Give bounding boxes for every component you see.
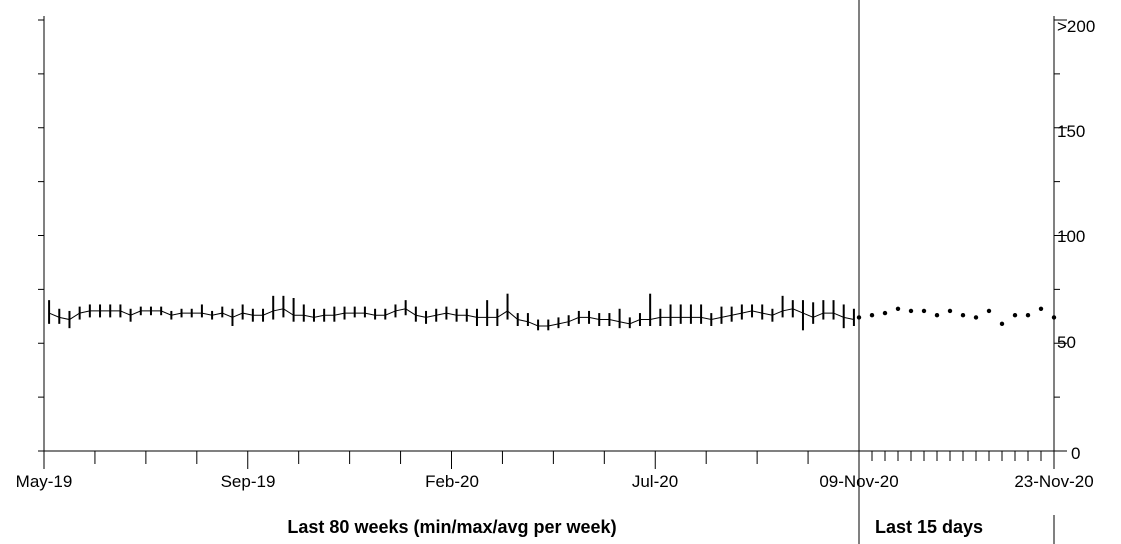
- daily-point: [1038, 306, 1044, 311]
- x-tick-label: 23-Nov-20: [1014, 472, 1093, 491]
- daily-point: [947, 308, 953, 314]
- weekly-avg-line: [48, 308, 855, 327]
- daily-point: [999, 321, 1005, 327]
- x-tick-label: 09-Nov-20: [819, 472, 898, 491]
- daily-point: [921, 308, 927, 314]
- chart-frame: [43, 0, 1055, 544]
- daily-point: [895, 306, 901, 311]
- daily-point: [869, 313, 875, 318]
- y-tick-label: 50: [1057, 333, 1076, 352]
- daily-point: [882, 310, 888, 316]
- x-tick-label: May-19: [16, 472, 73, 491]
- weekly-series: [48, 293, 855, 331]
- y-tick-label: 0: [1071, 444, 1080, 463]
- daily-point: [986, 308, 992, 314]
- daily-point: [1025, 313, 1031, 318]
- daily-point: [1051, 315, 1057, 320]
- right-axis-ticks: [1054, 19, 1067, 452]
- x-tick-label: Sep-19: [221, 472, 276, 491]
- daily-series: [856, 306, 1057, 327]
- x-tick-label: Jul-20: [632, 472, 678, 491]
- daily-point: [973, 315, 979, 320]
- daily-caption: Last 15 days: [875, 517, 983, 537]
- y-tick-label: 150: [1057, 122, 1085, 141]
- left-axis-ticks: [38, 19, 44, 452]
- daily-point: [1012, 313, 1018, 318]
- x-tick-label: Feb-20: [425, 472, 479, 491]
- x-axis-ticks: [43, 451, 1055, 469]
- weekly-caption: Last 80 weeks (min/max/avg per week): [287, 517, 616, 537]
- y-tick-label: 100: [1057, 227, 1085, 246]
- daily-point: [960, 313, 966, 318]
- y-tick-label: >200: [1057, 17, 1095, 36]
- daily-point: [908, 308, 914, 314]
- daily-point: [934, 313, 940, 318]
- daily-point: [856, 315, 862, 320]
